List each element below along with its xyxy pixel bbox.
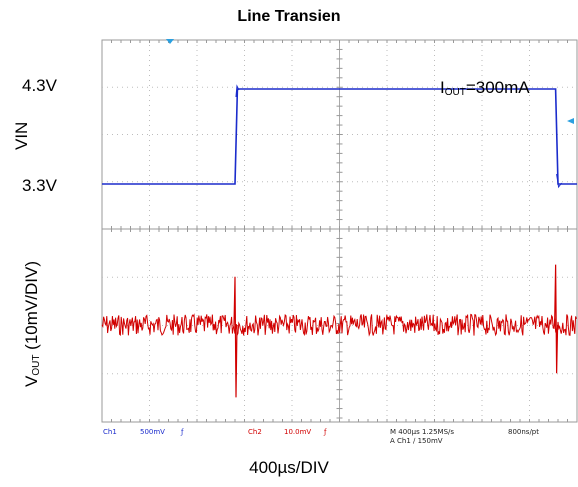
vout-axis-label: VOUT (10mV/DIV) — [22, 261, 42, 387]
iout-main: I — [440, 78, 445, 97]
ch1-bw-symbol: ƒ — [181, 428, 184, 436]
timebase-readout: M 400µs 1.25MS/s — [390, 428, 455, 436]
vin-rise-edge-detail — [235, 84, 240, 98]
chart-title: Line Transien — [237, 8, 341, 25]
x-axis-label: 400µs/DIV — [249, 458, 329, 477]
trigger-readout: A Ch1 ∕ 150mV — [390, 437, 443, 445]
vin-axis-label: VIN — [12, 121, 31, 150]
vout-label-main: V — [22, 375, 41, 387]
vin-tick-low: 3.3V — [22, 176, 57, 195]
record-readout: 800ns/pt — [508, 428, 539, 436]
trigger-position-marker — [166, 39, 174, 44]
vout-label-rest: (10mV/DIV) — [22, 261, 41, 355]
vout-spike — [233, 276, 238, 398]
vout-spike — [554, 264, 559, 374]
ch1-scale: 500mV — [140, 428, 165, 436]
ch2-scale: 10.0mV — [284, 428, 312, 436]
iout-rest: =300mA — [465, 78, 530, 97]
scope-grid — [101, 39, 578, 423]
vin-tick-high: 4.3V — [22, 76, 57, 95]
trigger-level-marker — [567, 118, 574, 124]
vout-label-sub: OUT — [31, 354, 42, 376]
ch2-label: Ch2 — [248, 428, 262, 436]
scope-traces — [101, 84, 577, 398]
vin-fall-edge-detail — [556, 173, 562, 189]
ch1-label: Ch1 — [103, 428, 117, 436]
iout-sub: OUT — [444, 87, 466, 98]
ch2-bw-symbol: ƒ — [324, 428, 327, 436]
load-current-annotation: IOUT=300mA — [440, 78, 530, 98]
vout-trace — [101, 313, 577, 337]
